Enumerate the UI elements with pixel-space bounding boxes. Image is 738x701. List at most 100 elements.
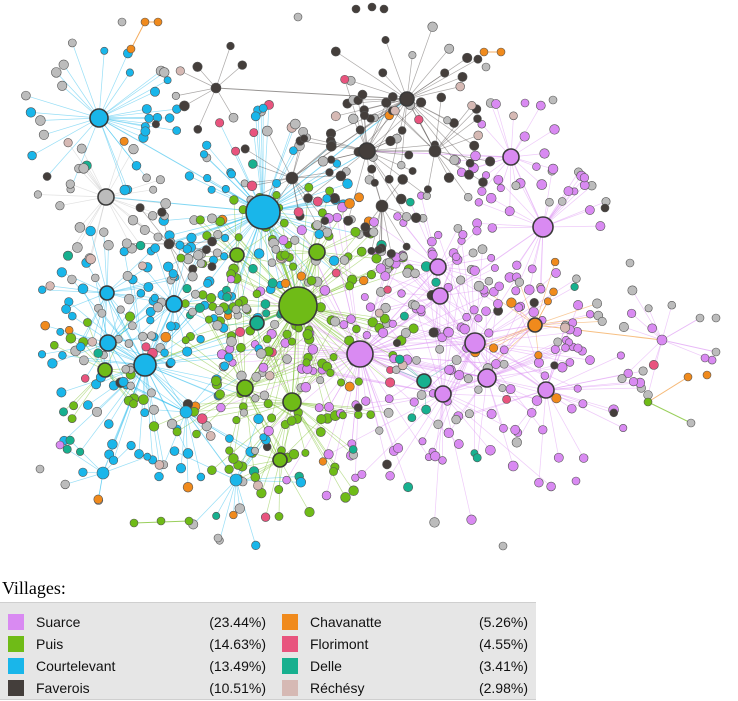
network-node [143,452,152,461]
network-node [321,490,332,501]
legend-label: Delle [310,658,342,674]
network-node [166,357,176,367]
network-node [148,421,160,432]
network-node [69,401,79,411]
network-node [280,278,291,289]
network-node [65,435,75,445]
network-node [229,510,238,520]
network-node [351,4,361,14]
network-node [203,279,212,288]
network-node [140,126,151,137]
network-node [314,403,324,413]
network-node [190,289,200,299]
network-node [186,232,197,243]
network-node [335,170,347,182]
network-node [234,503,245,514]
network-hub-node [272,452,288,468]
network-edges [25,21,717,546]
network-node [540,371,550,380]
network-hub-node [249,315,265,331]
network-node [367,246,376,255]
network-node [573,343,583,353]
network-node [125,68,134,77]
legend-percentage: (4.55%) [478,636,528,652]
network-node [300,134,309,143]
network-node [103,239,114,251]
network-node [153,232,163,242]
network-node [267,258,277,267]
network-node [47,358,58,369]
network-node [383,285,392,294]
network-node [64,325,74,335]
network-node [215,118,225,128]
network-hub-node [656,334,668,346]
network-node [567,403,577,414]
network-node [251,394,260,403]
network-node [470,150,481,162]
network-node [207,185,216,194]
network-node [527,264,537,274]
legend: Suarce (23.44%) Puis (14.63%) Courteleva… [0,602,536,700]
network-hub-node [477,368,497,388]
network-node [547,163,559,175]
network-node [151,120,160,129]
network-node [479,47,489,57]
village-network-graph [21,2,721,551]
network-node [85,253,96,265]
network-node [187,271,198,282]
network-node [379,4,389,14]
network-node [339,320,349,329]
network-node [700,353,710,363]
network-node [325,186,334,196]
network-node [182,482,194,493]
network-node [126,44,136,54]
legend-percentage: (14.63%) [209,636,266,652]
network-node [45,281,55,291]
network-node [421,404,431,415]
network-node [474,198,483,207]
legend-label: Puis [36,636,64,652]
network-node [293,12,303,22]
network-node [91,273,100,283]
network-node [409,397,419,407]
network-hub-node [399,91,415,107]
network-node [306,275,317,286]
network-hub-node [346,340,374,368]
network-node [207,262,217,271]
network-node [33,190,42,199]
network-node [469,305,479,315]
network-node [287,337,297,346]
network-node [644,304,653,313]
network-node [324,402,334,412]
network-node [609,408,619,418]
network-node [504,206,515,217]
network-node [433,419,443,430]
network-node [317,156,329,167]
network-node [231,305,241,315]
network-node [274,485,284,494]
legend-percentage: (13.49%) [209,658,266,674]
network-node [464,409,474,419]
network-hub-node [502,148,520,166]
network-node [63,250,73,261]
network-node [511,286,521,296]
network-node [348,445,358,454]
network-hub-node [179,405,193,419]
network-node [160,331,172,343]
network-node [316,414,327,425]
network-node [196,472,206,482]
network-node [300,382,311,393]
network-node [260,299,271,309]
network-node [50,341,59,350]
network-node [496,184,505,193]
network-node [345,281,355,291]
network-node [469,140,480,151]
network-hub-node [99,334,117,352]
network-node [464,169,474,180]
network-node [213,230,223,239]
network-node [249,128,259,137]
network-node [563,186,574,196]
network-node [707,355,717,365]
network-node [444,364,454,375]
network-node [289,262,298,271]
